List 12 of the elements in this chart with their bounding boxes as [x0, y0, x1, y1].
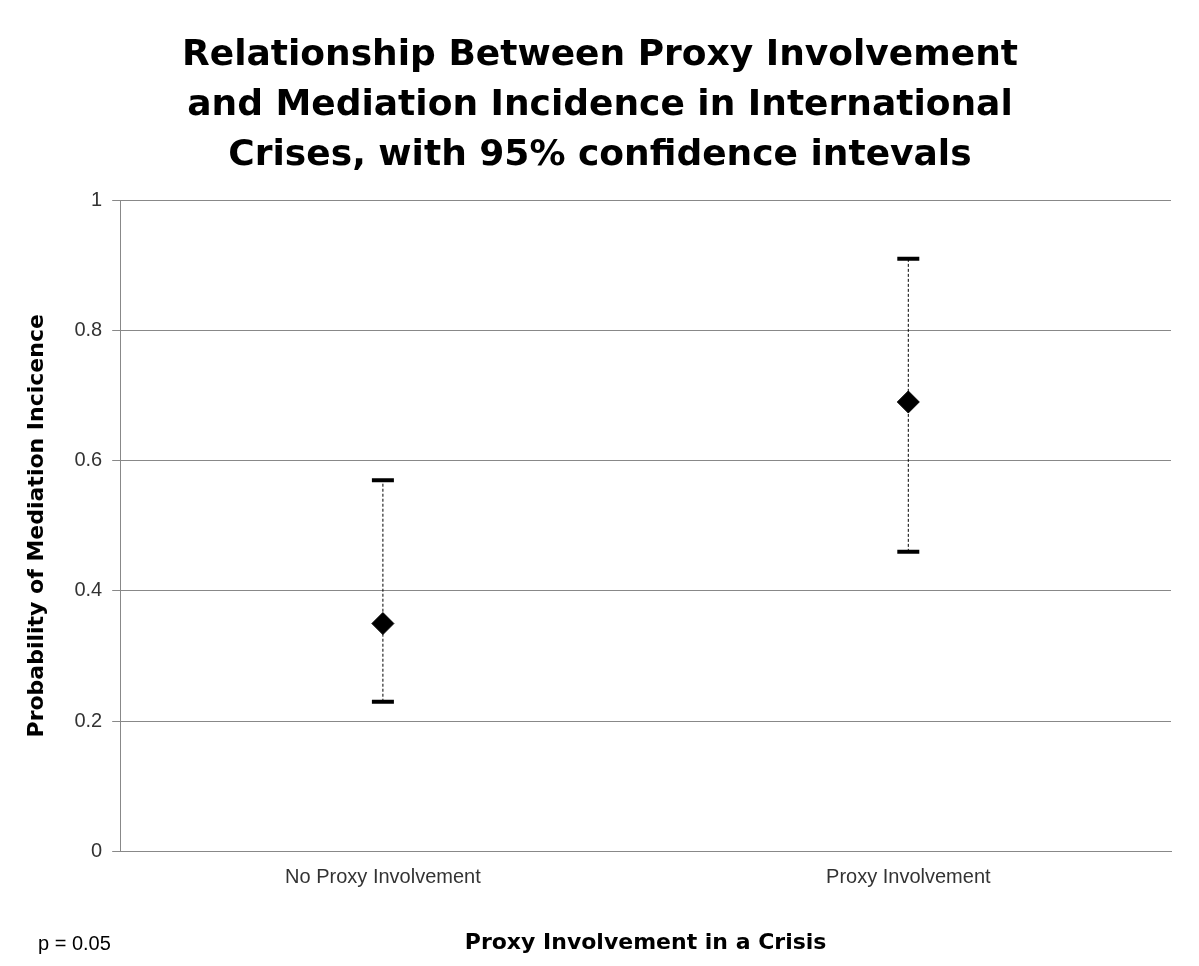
y-tick-label: 0.8 [74, 317, 103, 340]
x-tick-label: No Proxy Involvement [285, 865, 482, 888]
y-tick-label: 0 [91, 839, 103, 862]
x-axis-title: Proxy Involvement in a Crisis [464, 928, 827, 954]
y-axis-title: Probability of Mediation Incicence [22, 314, 48, 738]
y-tick-label: 1 [91, 187, 103, 210]
y-tick-label: 0.2 [74, 708, 103, 731]
text: p = 0.05 [38, 932, 111, 954]
y-tick-label: 0.6 [74, 448, 103, 471]
chart-title: Relationship Between Proxy Involvement and Mediation Incidence in International Crises, with 95% confidence intevals [181, 31, 1019, 175]
y-tick-label: 0.4 [74, 578, 103, 601]
x-tick-label: Proxy Involvement [826, 865, 991, 888]
